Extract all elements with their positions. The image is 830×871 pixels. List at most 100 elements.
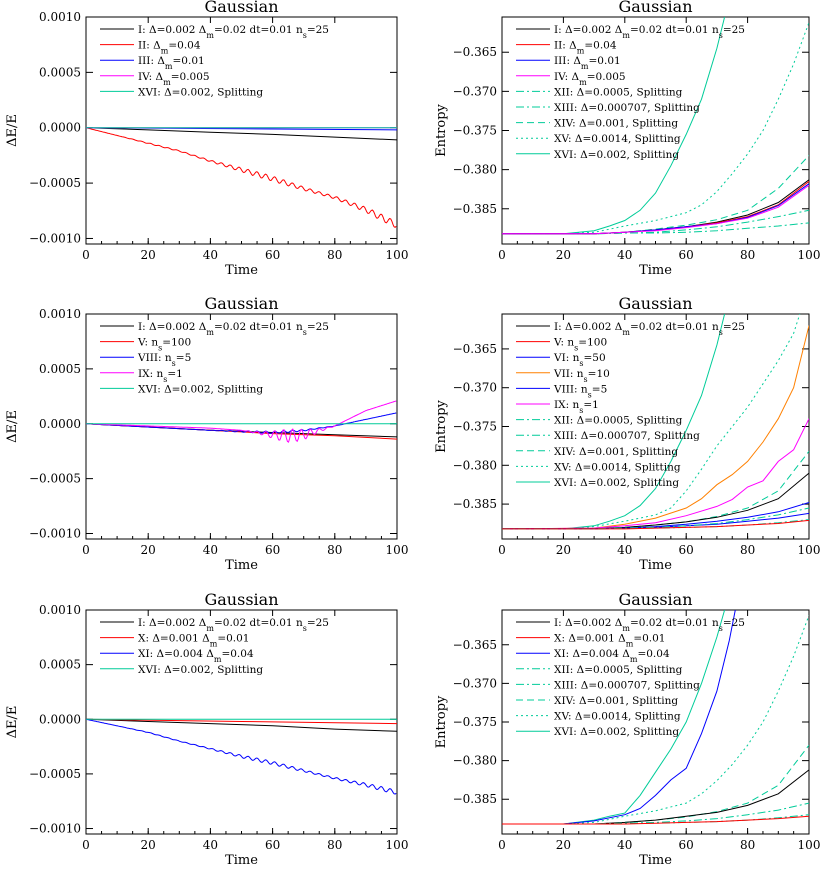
x-axis-label: Time — [639, 263, 672, 278]
legend-label-xvi: XVI: Δ=0.002, Splitting — [138, 664, 263, 676]
series-ii — [502, 181, 809, 235]
legend: I: Δ=0.002 Δm=0.02 dt=0.01 ns=25X: Δ=0.0… — [516, 617, 745, 738]
chart-title: Gaussian — [204, 590, 278, 609]
y-tick-label: −0.370 — [453, 381, 497, 395]
y-tick-label: −0.380 — [453, 458, 497, 472]
x-tick-label: 0 — [498, 248, 506, 262]
legend-label-xvi: XVI: Δ=0.002, Splitting — [554, 726, 679, 738]
series-xi — [86, 718, 397, 795]
x-tick-label: 60 — [679, 838, 694, 852]
y-tick-label: 0.0010 — [39, 10, 81, 24]
x-tick-label: 100 — [386, 248, 409, 262]
chart-title: Gaussian — [618, 590, 692, 609]
series-ii — [86, 127, 397, 229]
x-tick-label: 100 — [386, 543, 409, 557]
y-tick-label: 0.0010 — [39, 603, 81, 617]
series-x — [502, 815, 809, 825]
series-xii — [502, 222, 809, 235]
series-xi — [502, 610, 736, 825]
y-tick-label: 0.0000 — [39, 417, 81, 431]
y-tick-label: −0.0010 — [29, 231, 81, 245]
legend-label-ii: II: Δm=0.04 — [554, 40, 617, 56]
y-tick-label: −0.370 — [453, 84, 497, 98]
series-i — [86, 718, 397, 732]
y-tick-label: 0.0010 — [39, 307, 81, 321]
legend-label-xiii: XIII: Δ=0.000707, Splitting — [554, 430, 700, 442]
series-iv — [502, 184, 809, 235]
y-tick-label: −0.365 — [453, 45, 497, 59]
series-xvi — [502, 314, 726, 530]
series-x — [86, 718, 397, 725]
y-tick-label: −0.0010 — [29, 527, 81, 541]
y-tick-label: 0.0005 — [39, 65, 81, 79]
series-xiv — [502, 155, 809, 235]
legend-label-xvi: XVI: Δ=0.002, Splitting — [138, 86, 263, 98]
legend-label-i: I: Δ=0.002 Δm=0.02 dt=0.01 ns=25 — [138, 321, 329, 337]
x-tick-label: 40 — [203, 543, 218, 557]
legend-label-xiv: XIV: Δ=0.001, Splitting — [554, 446, 678, 458]
y-tick-label: 0.0000 — [39, 121, 81, 135]
chart-title: Gaussian — [618, 294, 692, 313]
panel-3: Gaussian 0 20 40 60 80 100 0.0010 0.0005 0.0000 −0… — [5, 294, 408, 573]
series-v — [502, 519, 809, 530]
series-xv — [502, 314, 801, 530]
series-group — [86, 400, 397, 443]
chart-title: Gaussian — [618, 0, 692, 16]
plot-frame — [85, 16, 398, 245]
y-tick-label: −0.380 — [453, 754, 497, 768]
y-tick-label: −0.375 — [453, 715, 497, 729]
legend-label-ix: IX: ns=1 — [138, 368, 183, 384]
series-xvi — [502, 610, 726, 825]
x-tick-label: 100 — [798, 838, 821, 852]
series-group — [502, 17, 809, 235]
legend-label-ii: II: Δm=0.04 — [138, 40, 201, 56]
y-tick-label: −0.385 — [453, 792, 497, 806]
legend: I: Δ=0.002 Δm=0.02 dt=0.01 ns=25X: Δ=0.0… — [100, 617, 329, 676]
legend-label-xii: XII: Δ=0.0005, Splitting — [554, 415, 683, 427]
legend-label-xiii: XIII: Δ=0.000707, Splitting — [554, 679, 700, 691]
y-tick-label: 0.0000 — [39, 712, 81, 726]
x-tick-label: 0 — [498, 838, 506, 852]
series-ix — [86, 400, 397, 443]
legend-label-ix: IX: ns=1 — [554, 399, 599, 415]
series-group — [86, 127, 397, 229]
legend-label-viii: VIII: ns=5 — [137, 352, 191, 368]
y-tick-label: −0.0005 — [29, 176, 81, 190]
panel-1: Gaussian 0 20 40 60 80 100 0.0010 0.0005 0.0000 −0… — [5, 0, 408, 278]
legend-label-xi: XI: Δ=0.004 Δm=0.04 — [554, 648, 670, 664]
x-tick-label: 0 — [82, 248, 90, 262]
x-tick-label: 20 — [141, 838, 156, 852]
legend-label-x: X: Δ=0.001 Δm=0.01 — [138, 633, 250, 649]
y-tick-label: −0.0005 — [29, 472, 81, 486]
x-tick-label: 40 — [617, 838, 632, 852]
x-tick-label: 60 — [265, 248, 280, 262]
legend-label-xvi: XVI: Δ=0.002, Splitting — [138, 383, 263, 395]
legend-label-vi: VI: ns=50 — [553, 352, 606, 368]
series-xiii — [502, 802, 809, 825]
chart-title: Gaussian — [204, 0, 278, 16]
legend-label-i: I: Δ=0.002 Δm=0.02 dt=0.01 ns=25 — [138, 617, 329, 633]
y-axis-label: ΔE/E — [5, 114, 20, 147]
y-tick-label: 0.0005 — [39, 658, 81, 672]
legend-label-i: I: Δ=0.002 Δm=0.02 dt=0.01 ns=25 — [554, 321, 745, 337]
legend-label-xvi: XVI: Δ=0.002, Splitting — [554, 149, 679, 161]
legend-label-xiii: XIII: Δ=0.000707, Splitting — [554, 102, 700, 114]
legend-label-v: V: ns=100 — [137, 337, 191, 353]
legend-label-viii: VIII: ns=5 — [553, 383, 607, 399]
x-tick-label: 0 — [82, 838, 90, 852]
x-tick-label: 60 — [265, 838, 280, 852]
x-tick-label: 20 — [556, 543, 571, 557]
x-tick-label: 80 — [327, 248, 342, 262]
legend-label-i: I: Δ=0.002 Δm=0.02 dt=0.01 ns=25 — [138, 24, 329, 40]
legend-label-xv: XV: Δ=0.0014, Splitting — [554, 461, 681, 473]
x-tick-label: 0 — [498, 543, 506, 557]
y-tick-label: −0.375 — [453, 124, 497, 138]
legend-label-xii: XII: Δ=0.0005, Splitting — [554, 86, 683, 98]
x-tick-label: 40 — [203, 838, 218, 852]
legend-label-iii: III: Δm=0.01 — [138, 55, 205, 71]
legend: I: Δ=0.002 Δm=0.02 dt=0.01 ns=25V: ns=10… — [100, 321, 329, 395]
x-axis-label: Time — [225, 853, 258, 868]
panel-5: Gaussian 0 20 40 60 80 100 0.0010 0.0005 0.0000 −0… — [5, 590, 408, 868]
